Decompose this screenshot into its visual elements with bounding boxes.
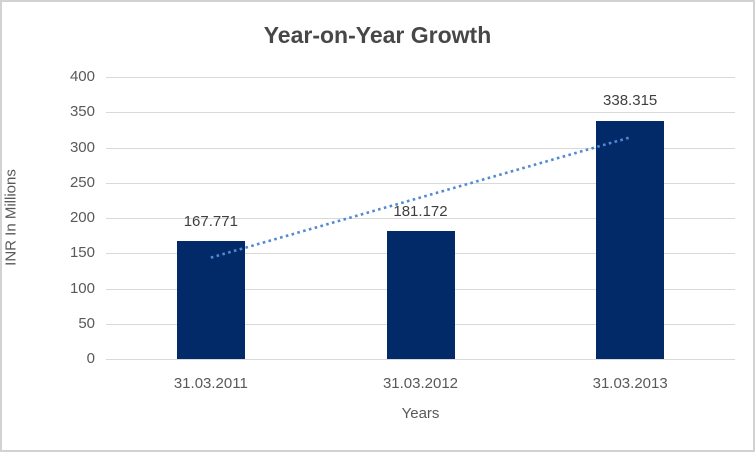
gridline bbox=[106, 182, 735, 184]
x-tick-label: 31.03.2012 bbox=[382, 375, 459, 392]
y-tick-label: 200 bbox=[69, 209, 95, 226]
gridline bbox=[106, 147, 735, 149]
bar-value-label: 167.771 bbox=[183, 212, 238, 230]
y-tick-label: 0 bbox=[86, 350, 95, 367]
y-tick-label: 400 bbox=[69, 68, 95, 85]
gridline bbox=[106, 112, 735, 114]
bar-value-label: 181.172 bbox=[393, 203, 448, 221]
bar bbox=[596, 120, 665, 359]
bar bbox=[176, 240, 245, 359]
y-tick-label: 150 bbox=[69, 244, 95, 262]
x-axis-title: Years bbox=[401, 405, 440, 422]
bar-value-label: 338.315 bbox=[603, 92, 658, 110]
y-tick-label: 100 bbox=[69, 279, 95, 297]
y-tick-label: 50 bbox=[78, 314, 95, 332]
x-tick-label: 31.03.2013 bbox=[592, 375, 668, 392]
plot-area: 167.771 181.172 338.315 bbox=[106, 77, 735, 360]
gridline bbox=[106, 218, 735, 219]
trendline bbox=[210, 136, 631, 259]
x-tick-label: 31.03.2011 bbox=[173, 375, 248, 392]
y-tick-label: 300 bbox=[69, 138, 95, 156]
bar bbox=[386, 231, 455, 359]
gridline bbox=[106, 359, 735, 360]
y-tick-label: 350 bbox=[69, 103, 95, 121]
chart-title: Year-on-Year Growth bbox=[263, 22, 492, 48]
y-tick-label: 250 bbox=[69, 173, 95, 191]
gridline bbox=[106, 77, 735, 78]
